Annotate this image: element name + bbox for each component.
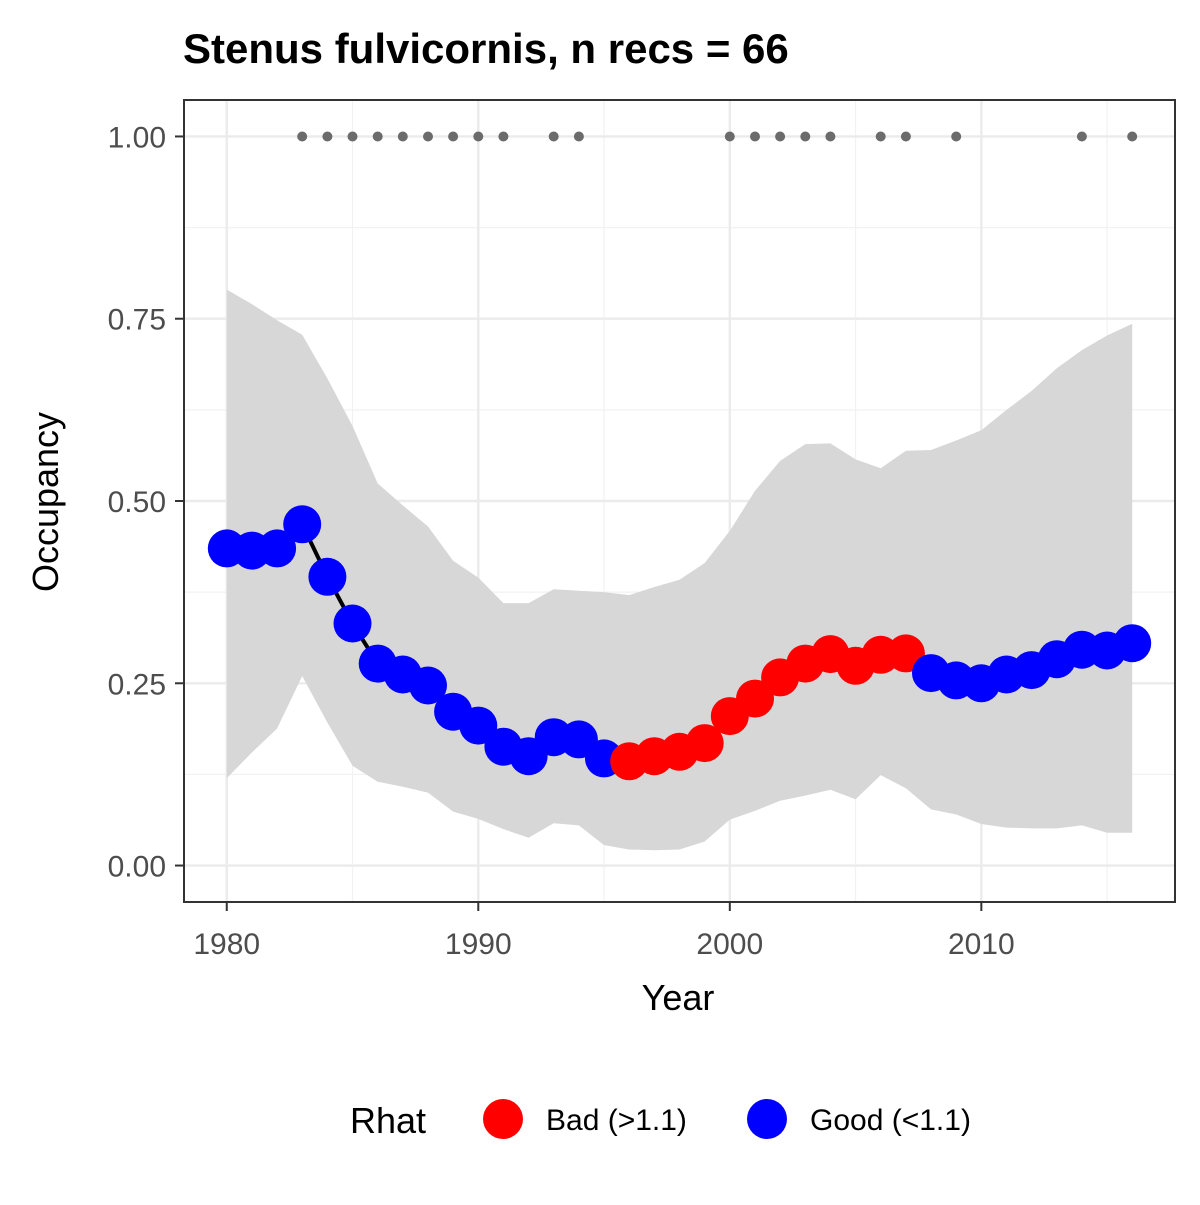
x-tick-label: 1980 <box>193 928 260 961</box>
x-axis-title: Year <box>642 977 715 1018</box>
record-point-2001 <box>750 131 760 142</box>
y-tick-label: 0.25 <box>108 668 166 701</box>
occupancy-point-1990 <box>459 706 498 745</box>
record-point-1985 <box>347 131 358 142</box>
y-tick-label: 1.00 <box>108 121 166 154</box>
legend-title: Rhat <box>350 1100 426 1141</box>
record-point-2000 <box>724 131 735 142</box>
record-point-2002 <box>775 131 786 142</box>
x-tick-label: 2010 <box>948 928 1015 961</box>
occupancy-points <box>207 505 1152 781</box>
record-point-2004 <box>825 131 836 142</box>
y-tick-label: 0.75 <box>108 304 166 337</box>
record-point-1989 <box>448 131 459 142</box>
legend-label-bad: Bad (>1.1) <box>546 1104 687 1137</box>
record-point-1984 <box>322 131 333 142</box>
record-point-1991 <box>498 131 509 142</box>
record-point-1986 <box>372 131 383 142</box>
legend: Rhat Bad (>1.1) Good (<1.1) <box>350 1099 971 1141</box>
record-point-2014 <box>1076 131 1087 142</box>
x-tick-label: 2000 <box>696 928 763 961</box>
occupancy-point-1984 <box>308 557 347 596</box>
y-tick-label: 0.00 <box>108 851 166 884</box>
record-point-1990 <box>473 131 484 142</box>
legend-swatch-bad <box>483 1099 523 1139</box>
occupancy-point-1982 <box>258 529 297 568</box>
chart-title: Stenus fulvicornis, n recs = 66 <box>183 25 789 72</box>
y-axis-title: Occupancy <box>25 412 66 592</box>
record-point-2007 <box>900 131 911 142</box>
occupancy-point-1983 <box>283 505 322 544</box>
occupancy-point-1988 <box>409 666 447 705</box>
record-point-1987 <box>397 131 408 142</box>
occupancy-point-1985 <box>333 604 372 643</box>
occupancy-point-2016 <box>1113 624 1152 663</box>
record-point-1993 <box>548 131 559 142</box>
legend-swatch-good <box>747 1099 787 1139</box>
record-point-1988 <box>423 131 433 142</box>
occupancy-point-2001 <box>736 679 774 718</box>
y-tick-label: 0.50 <box>108 486 166 519</box>
record-point-2003 <box>800 131 811 142</box>
record-point-2009 <box>951 131 962 142</box>
record-point-1994 <box>573 131 584 142</box>
y-axis: 0.00 0.25 0.50 0.75 1.00 <box>108 121 184 884</box>
occupancy-point-1999 <box>685 724 724 763</box>
x-axis: 1980 1990 2000 2010 <box>193 902 1015 961</box>
record-point-1983 <box>297 131 308 142</box>
record-point-2006 <box>875 131 886 142</box>
x-tick-label: 1990 <box>445 928 512 961</box>
record-point-2016 <box>1127 131 1138 142</box>
record-points <box>297 131 1138 142</box>
legend-label-good: Good (<1.1) <box>810 1104 971 1137</box>
